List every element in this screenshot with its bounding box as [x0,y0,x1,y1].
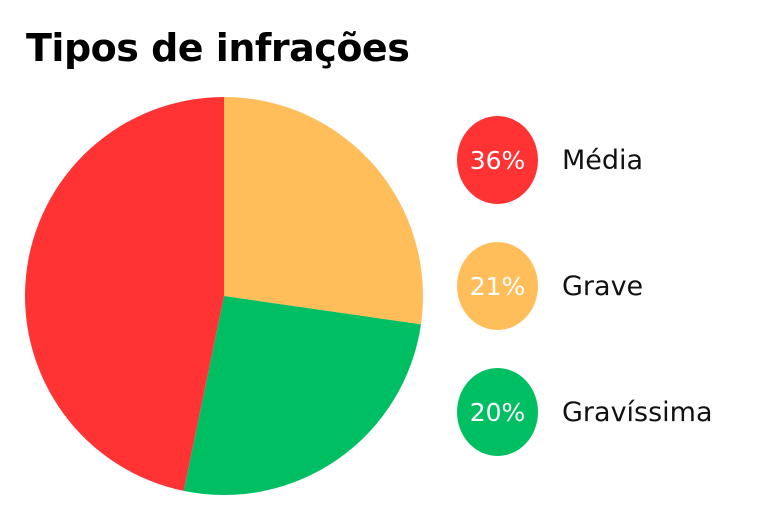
legend-item-gravissima: 20% Gravíssima [457,368,757,456]
legend-label-media: Média [562,144,644,176]
legend-badge-gravissima: 20% [457,368,538,456]
legend-badge-media: 36% [457,116,538,204]
pie-slice-media [25,97,225,491]
pie-slice-gravissima [183,296,421,495]
legend: 36% Média 21% Grave 20% Gravíssima [457,116,757,494]
chart-title: Tipos de infrações [26,26,410,70]
legend-badge-grave: 21% [457,242,538,330]
pie-slice-grave [224,97,423,325]
legend-label-gravissima: Gravíssima [562,396,713,428]
legend-label-grave: Grave [562,270,644,302]
legend-item-media: 36% Média [457,116,757,204]
legend-item-grave: 21% Grave [457,242,757,330]
